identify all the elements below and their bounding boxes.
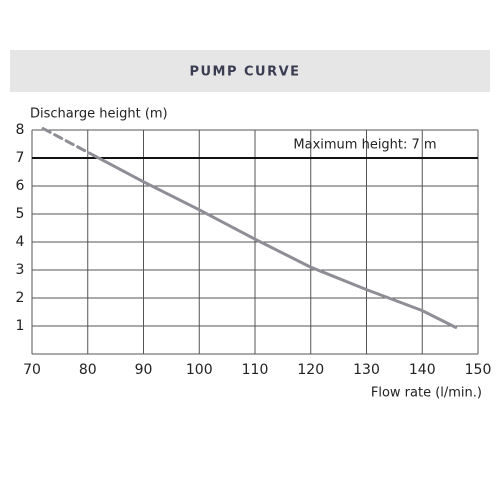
y-tick-label: 5 bbox=[16, 206, 25, 222]
x-tick-label: 70 bbox=[23, 362, 41, 378]
curve bbox=[91, 153, 458, 329]
curve bbox=[41, 127, 95, 157]
y-tick-label: 3 bbox=[16, 262, 25, 278]
title-band bbox=[10, 50, 490, 92]
x-axis-label: Flow rate (l/min.) bbox=[371, 386, 482, 401]
x-tick-label: 150 bbox=[465, 362, 492, 378]
y-tick-label: 8 bbox=[16, 122, 25, 138]
x-tick-label: 80 bbox=[79, 362, 97, 378]
x-tick-label: 120 bbox=[297, 362, 324, 378]
y-tick-label: 1 bbox=[16, 318, 25, 334]
y-tick-label: 7 bbox=[16, 150, 25, 166]
y-tick-label: 2 bbox=[16, 290, 25, 306]
y-axis-label: Discharge height (m) bbox=[30, 107, 168, 122]
x-tick-label: 110 bbox=[242, 362, 269, 378]
y-tick-label: 6 bbox=[16, 178, 25, 194]
x-tick-label: 100 bbox=[186, 362, 213, 378]
x-tick-label: 130 bbox=[353, 362, 380, 378]
chart-title: PUMP CURVE bbox=[189, 65, 300, 80]
x-tick-label: 140 bbox=[409, 362, 436, 378]
reference-label: Maximum height: 7 m bbox=[293, 138, 436, 153]
y-tick-label: 4 bbox=[16, 234, 25, 250]
x-tick-label: 90 bbox=[135, 362, 153, 378]
